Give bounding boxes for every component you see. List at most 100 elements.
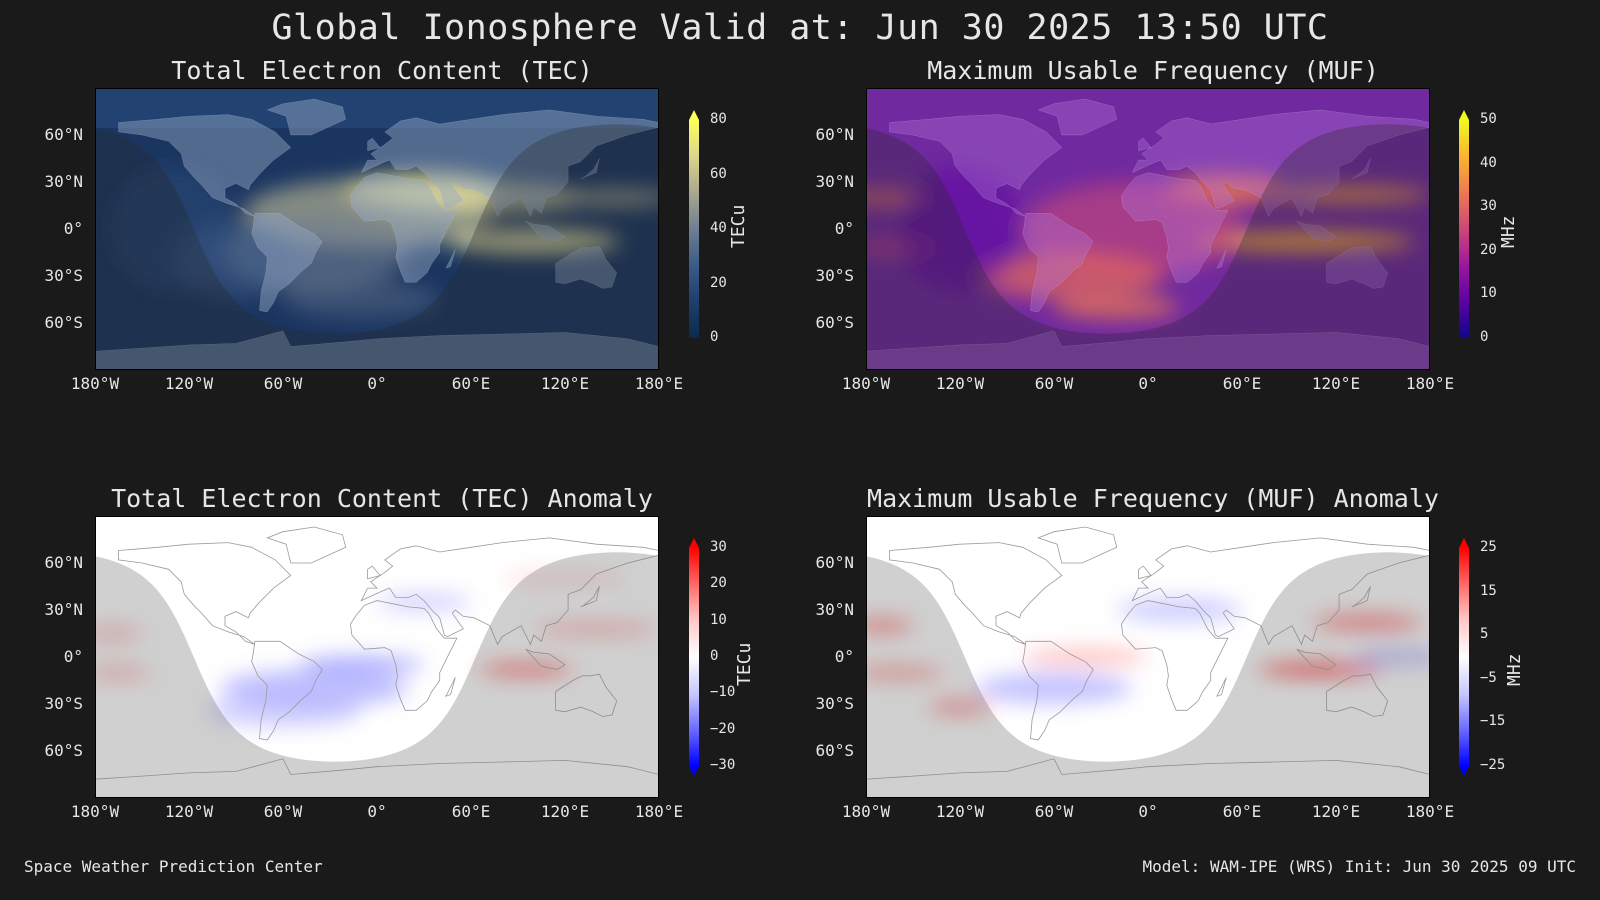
colorbar-scale (1459, 538, 1469, 776)
colorbar-scale (689, 110, 699, 338)
colorbar-extend-max (1459, 110, 1469, 120)
continent-outline (95, 330, 659, 370)
field-blob (283, 280, 440, 319)
continent-outline (555, 245, 617, 289)
lon-label: 180°W (841, 374, 891, 393)
continent-outline (1138, 137, 1152, 152)
colorbar-tick: 40 (710, 220, 727, 236)
colorbar-gradient (689, 548, 699, 766)
colorbar-tick: 20 (1480, 241, 1497, 258)
continent-outline (1138, 565, 1152, 580)
continent-outline (1131, 109, 1430, 218)
colorbar-tick: 5 (1480, 626, 1489, 643)
field-blob (1312, 614, 1423, 631)
lon-label: 120°W (164, 374, 214, 393)
lon-label: 180°E (634, 374, 684, 393)
field-blob (549, 188, 659, 208)
field-blob (298, 655, 424, 675)
lat-label: 60°N (815, 553, 854, 572)
continent-outline (1351, 158, 1371, 180)
colorbar-tick: 15 (1480, 582, 1497, 599)
lon-label: 180°E (1405, 374, 1455, 393)
continent-outline (580, 158, 600, 180)
colorbar-gradient (689, 120, 699, 338)
colorbar-tick: 20 (710, 274, 727, 291)
colorbar-tick: 10 (1480, 285, 1497, 302)
lon-label: 0° (1138, 374, 1158, 393)
continent-outline (1351, 586, 1371, 608)
continent-outline (445, 677, 456, 697)
colorbar-tick: −5 (1480, 669, 1497, 686)
colorbar-tick: 25 (1480, 539, 1497, 555)
colorbar-tick: 40 (1480, 154, 1497, 171)
continent-outline (349, 600, 458, 711)
field-blob (1351, 649, 1430, 665)
lon-label: 120°E (1311, 802, 1361, 821)
lat-label: 0° (63, 647, 83, 666)
colorbar-tick: 10 (710, 611, 727, 628)
lat-label: 0° (63, 219, 83, 238)
lat-label: 30°N (815, 600, 854, 619)
lon-label: 180°E (634, 802, 684, 821)
continent-outline (1037, 98, 1117, 136)
continent-outline (525, 648, 566, 670)
continent-outline (360, 109, 659, 218)
lat-label: 60°N (44, 553, 83, 572)
map-tecA (95, 516, 659, 798)
lon-label: 180°W (841, 802, 891, 821)
continent-outline (580, 586, 600, 608)
continent-outline (95, 758, 659, 798)
continent-outline (555, 673, 618, 717)
lon-label: 120°W (935, 802, 985, 821)
lon-label: 120°W (935, 374, 985, 393)
lat-label: 30°N (44, 172, 83, 191)
colorbar-scale (689, 538, 699, 776)
lon-label: 120°W (164, 802, 214, 821)
continent-outline (1037, 526, 1118, 564)
colorbar-gradient (1459, 120, 1469, 338)
continent-outline (1326, 673, 1389, 717)
continent-outline (1120, 600, 1229, 711)
continent-outline (1296, 648, 1337, 670)
field-band (95, 88, 659, 128)
colorbar-unit: MHz (1498, 215, 1519, 248)
coastlines (866, 98, 1430, 370)
colorbar-tick: 80 (710, 111, 727, 127)
colorbar-tick: 50 (1480, 111, 1497, 127)
lat-label: 30°S (44, 266, 83, 285)
field-blob (392, 182, 581, 214)
lon-label: 120°E (540, 374, 590, 393)
lon-label: 60°E (1222, 374, 1262, 393)
continent-outline (266, 526, 347, 564)
lat-label: 0° (834, 647, 854, 666)
lon-label: 0° (367, 802, 387, 821)
field-blob (1195, 232, 1415, 251)
continent-outline (889, 114, 1063, 217)
lat-label: 30°N (44, 600, 83, 619)
continent-outline (889, 542, 1063, 645)
colorbar-tick: 30 (1480, 198, 1497, 215)
field-blob (478, 663, 573, 676)
colorbar-tecA: 30 20 10 0 −10 −20 −30 TECu (688, 536, 778, 796)
footer-credit: Space Weather Prediction Center (24, 857, 323, 876)
lat-label: 60°S (44, 313, 83, 332)
map-mufA (866, 516, 1430, 798)
panel-mufA: Maximum Usable Frequency (MUF) Anomaly 60… (815, 484, 1454, 821)
colorbar-extend-max (689, 110, 699, 120)
lon-label: 60°W (1034, 802, 1074, 821)
colorbar-tick: −15 (1480, 713, 1506, 730)
panel-muf: Maximum Usable Frequency (MUF) 60°N 30°N 0°… (815, 56, 1454, 393)
colorbar-extend-min (689, 766, 699, 776)
continent-outline (1296, 220, 1337, 242)
lon-label: 180°W (70, 374, 120, 393)
continent-outline (1022, 640, 1094, 741)
lon-label: 180°W (70, 802, 120, 821)
continent-outline (445, 249, 456, 269)
lat-label: 60°N (44, 125, 83, 144)
map-tec (95, 88, 659, 370)
lat-label: 60°S (44, 741, 83, 760)
colorbar-tick: 60 (710, 165, 727, 182)
field-blob (866, 664, 945, 681)
map-muf (866, 88, 1430, 370)
continent-outline (360, 537, 659, 646)
